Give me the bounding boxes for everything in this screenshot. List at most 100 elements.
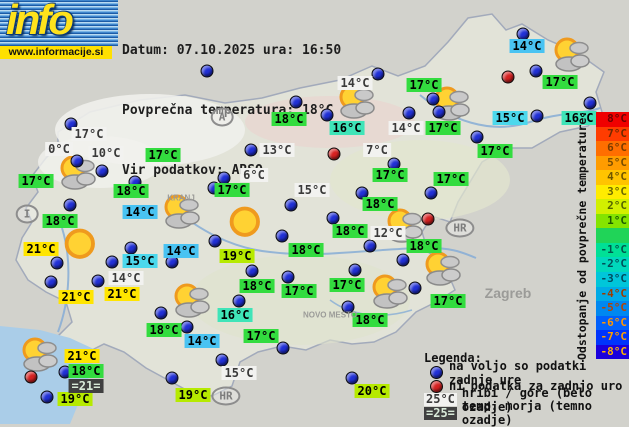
station-temp-badge: 15°C — [122, 254, 158, 268]
station-temp-badge: 18°C — [288, 243, 324, 257]
scale-step: -7°C — [596, 330, 629, 345]
station-dot-blue — [105, 255, 119, 269]
station-temp-badge: 7°C — [363, 143, 391, 157]
station-temp-badge: 17°C — [243, 329, 279, 343]
scale-step — [596, 228, 629, 243]
station-temp-badge: 17°C — [430, 294, 466, 308]
station-dot-blue — [348, 263, 362, 277]
station-dot-red — [327, 147, 341, 161]
station-temp-badge: 18°C — [239, 279, 275, 293]
station-dot-blue — [289, 95, 303, 109]
station-temp-badge: 17°C — [214, 183, 250, 197]
station-temp-badge: 17°C — [281, 284, 317, 298]
legend-item: 25°C hribi / gore (belo ozadje) — [424, 386, 629, 414]
station-dot-blue — [402, 106, 416, 120]
scale-step: 8°C — [596, 112, 629, 127]
sun-behind-cloud-icon — [169, 282, 215, 324]
scale-step: -4°C — [596, 286, 629, 302]
average-temperature-line: Povprečna temperatura: 18°C — [122, 103, 334, 118]
scale-step: 4°C — [596, 170, 629, 185]
legend-item-text: hribi / gore (belo ozadje) — [461, 385, 592, 414]
station-temp-badge: 14°C — [108, 271, 144, 285]
station-dot-blue — [44, 275, 58, 289]
station-dot-blue — [70, 154, 84, 168]
station-dot-blue — [281, 270, 295, 284]
white-badge-sample: 25°C — [424, 392, 457, 407]
station-temp-badge: 21°C — [58, 290, 94, 304]
station-temp-badge: 16°C — [329, 121, 365, 135]
station-temp-badge: 21°C — [104, 287, 140, 301]
station-dot-blue — [40, 390, 54, 404]
station-temp-badge: 20°C — [354, 384, 390, 398]
scale-step: 1°C — [596, 213, 629, 229]
scale-step: -8°C — [596, 344, 629, 360]
station-temp-badge: 19°C — [57, 392, 93, 406]
blue-dot-icon — [430, 366, 443, 380]
logo-stripes-background — [0, 0, 118, 46]
sun-behind-cloud-icon — [549, 36, 595, 78]
station-dot-red — [24, 370, 38, 384]
station-temp-badge: 17°C — [406, 78, 442, 92]
station-temp-badge: 14°C — [184, 334, 220, 348]
station-dot-blue — [320, 108, 334, 122]
station-temp-badge: 14°C — [337, 76, 373, 90]
site-url-link[interactable]: www.informacije.si — [0, 46, 112, 59]
station-temp-badge: 17°C — [477, 144, 513, 158]
legend-item-text: na voljo so podatki zadnje ure — [449, 358, 587, 387]
scale-step: -2°C — [596, 257, 629, 273]
station-temp-badge: 21°C — [23, 242, 59, 256]
station-temp-badge: 14°C — [509, 39, 545, 53]
scale-step: -1°C — [596, 242, 629, 258]
station-temp-badge: 18°C — [271, 112, 307, 126]
station-temp-badge: 10°C — [88, 146, 124, 160]
station-temp-badge: 18°C — [146, 323, 182, 337]
station-dot-blue — [244, 143, 258, 157]
station-dot-blue — [341, 300, 355, 314]
station-temp-badge: 17°C — [329, 278, 365, 292]
station-temp-badge: 14°C — [163, 244, 199, 258]
station-dot-blue — [470, 130, 484, 144]
station-dot-red — [421, 212, 435, 226]
sun-behind-cloud-icon — [420, 250, 466, 292]
station-dot-blue — [95, 164, 109, 178]
station-dot-blue — [165, 371, 179, 385]
station-temp-badge: 18°C — [362, 197, 398, 211]
legend-item: =25= temp. morja (temno ozadje) — [424, 399, 629, 427]
country-code-label: HR — [445, 218, 475, 238]
city-label: Zagreb — [484, 285, 532, 301]
station-temp-badge: 17°C — [372, 168, 408, 182]
station-dot-blue — [180, 320, 194, 334]
station-dot-blue — [154, 306, 168, 320]
station-temp-badge: 17°C — [433, 172, 469, 186]
country-code-label: I — [15, 204, 39, 224]
sun-icon — [223, 204, 271, 250]
station-temp-badge: 17°C — [18, 174, 54, 188]
site-logo[interactable]: info www.informacije.si — [0, 0, 118, 59]
station-temp-badge: 16°C — [217, 308, 253, 322]
sun-icon — [58, 226, 106, 272]
dark-badge-sample: =25= — [424, 405, 457, 420]
station-temp-badge: 14°C — [388, 121, 424, 135]
station-dot-blue — [345, 371, 359, 385]
temperature-deviation-scale: 8°C 7°C 6°C 5°C 4°C 3°C 2°C 1°C -1°C -2°C -3°C -4°C… — [596, 112, 629, 360]
station-dot-blue — [284, 198, 298, 212]
station-dot-blue — [424, 186, 438, 200]
legend-item: ni podatka za zadnjo uro — [424, 379, 629, 393]
station-dot-blue — [124, 241, 138, 255]
legend-items: na voljo so podatki zadnje ure ni podatka… — [424, 359, 629, 427]
station-temp-badge: 19°C — [219, 249, 255, 263]
scale-step: 2°C — [596, 199, 629, 214]
legend: Legenda: na voljo so podatki zadnje ure n… — [424, 351, 629, 427]
station-temp-badge: 14°C — [122, 205, 158, 219]
city-label: NOVO MESTO — [302, 310, 358, 320]
station-dot-blue — [200, 64, 214, 78]
station-dot-blue — [363, 239, 377, 253]
station-temp-badge: 15°C — [294, 183, 330, 197]
station-dot-blue — [529, 64, 543, 78]
station-temp-badge: 19°C — [175, 388, 211, 402]
station-temp-badge: 17°C — [71, 127, 107, 141]
station-dot-blue — [275, 229, 289, 243]
red-dot-icon — [430, 379, 443, 393]
sun-behind-cloud-icon — [367, 273, 413, 315]
station-dot-red — [501, 70, 515, 84]
